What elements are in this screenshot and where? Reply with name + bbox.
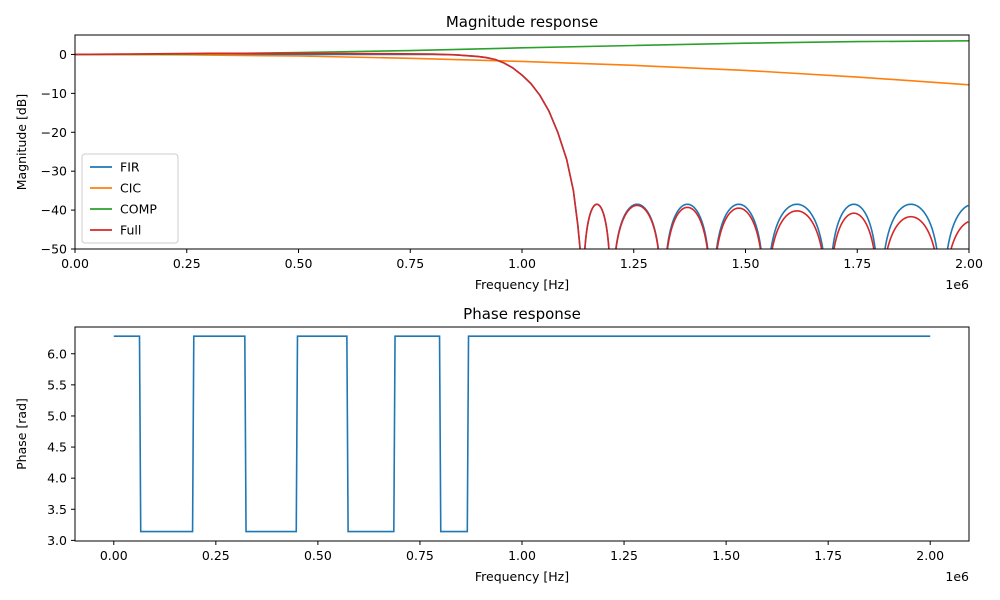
y-tick-label: 4.0 <box>47 471 67 486</box>
magnitude-legend: FIR CIC COMP Full <box>81 153 179 244</box>
x-tick-label: 1.00 <box>508 548 536 563</box>
x-tick-label: 2.00 <box>955 256 983 271</box>
phase-series-group <box>113 335 931 533</box>
legend-label-full: Full <box>120 223 141 238</box>
x-tick-label: 1.25 <box>620 256 648 271</box>
y-tick-label: 6.0 <box>47 346 67 361</box>
magnitude-series-group <box>75 40 969 249</box>
magnitude-x-axis-label: Frequency [Hz] <box>475 277 569 292</box>
magnitude-plot-title: Magnitude response <box>446 13 598 31</box>
x-tick-label: 1.50 <box>732 256 760 271</box>
phase-series-line <box>113 335 931 533</box>
x-tick-label: 1.75 <box>843 256 871 271</box>
phase-plot-title: Phase response <box>463 305 581 323</box>
x-tick-label: 0.75 <box>396 256 424 271</box>
phase-x-ticks: 0.00 0.25 0.50 0.75 1.00 1.25 1.50 1.75 2.00 <box>100 541 944 563</box>
y-tick-label: 4.5 <box>47 440 67 455</box>
phase-x-axis-label: Frequency [Hz] <box>475 569 569 584</box>
phase-x-offset-text: 1e6 <box>945 569 969 584</box>
y-tick-label: 0 <box>59 47 67 62</box>
x-tick-label: 1.75 <box>814 548 842 563</box>
x-tick-label: 0.25 <box>173 256 201 271</box>
x-tick-label: 0.00 <box>61 256 89 271</box>
y-tick-label: −10 <box>41 86 67 101</box>
magnitude-x-ticks: 0.00 0.25 0.50 0.75 1.00 1.25 1.50 1.75 2.00 <box>61 249 983 271</box>
y-tick-label: 3.5 <box>47 502 67 517</box>
y-tick-label: −20 <box>41 125 67 140</box>
y-tick-label: −50 <box>41 242 67 257</box>
y-tick-label: 5.5 <box>47 377 67 392</box>
magnitude-x-offset-text: 1e6 <box>945 277 969 292</box>
phase-y-ticks: 3.0 3.5 4.0 4.5 5.0 5.5 6.0 <box>47 346 75 548</box>
series-line-full <box>75 52 969 249</box>
phase-y-axis-label: Phase [rad] <box>14 398 29 470</box>
y-tick-label: −30 <box>41 164 67 179</box>
x-tick-label: 1.25 <box>610 548 638 563</box>
x-tick-label: 0.25 <box>202 548 230 563</box>
x-tick-label: 1.00 <box>508 256 536 271</box>
legend-label-fir: FIR <box>120 160 140 175</box>
legend-label-cic: CIC <box>120 181 141 196</box>
magnitude-plot: Magnitude response 0.00 0.25 0.50 0.75 1.00 1… <box>14 13 983 292</box>
y-tick-label: 3.0 <box>47 533 67 548</box>
series-line-cic <box>75 53 969 86</box>
x-tick-label: 0.50 <box>304 548 332 563</box>
x-tick-label: 0.50 <box>285 256 313 271</box>
phase-plot: Phase response 0.00 0.25 0.50 0.75 1.00 1.25 1… <box>14 305 970 584</box>
magnitude-y-axis-label: Magnitude [dB] <box>14 94 29 190</box>
x-tick-label: 1.50 <box>712 548 740 563</box>
legend-box <box>81 153 179 244</box>
legend-label-comp: COMP <box>120 202 157 217</box>
magnitude-y-ticks: 0 −10 −20 −30 −40 −50 <box>41 47 75 257</box>
y-tick-label: −40 <box>41 203 67 218</box>
x-tick-label: 0.00 <box>100 548 128 563</box>
x-tick-label: 0.75 <box>406 548 434 563</box>
y-tick-label: 5.0 <box>47 408 67 423</box>
x-tick-label: 2.00 <box>916 548 944 563</box>
